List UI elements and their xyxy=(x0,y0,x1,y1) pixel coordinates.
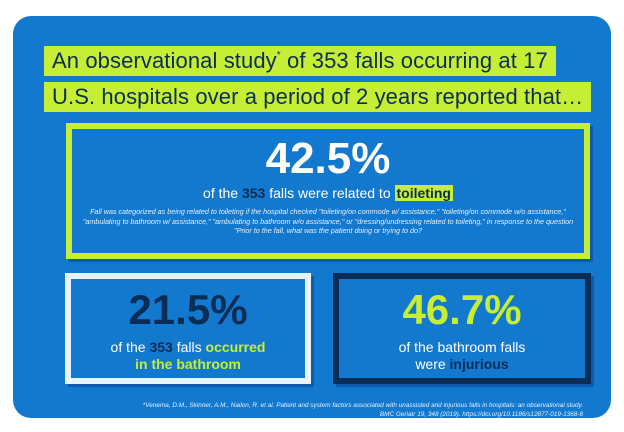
injurious-percentage: 46.7% xyxy=(402,286,522,333)
text-fragment: of the xyxy=(110,339,150,355)
injurious-highlight: injurious xyxy=(449,356,509,372)
toileting-percentage: 42.5% xyxy=(265,134,391,183)
infographic-card: An observational study* of 353 falls occ… xyxy=(13,16,611,418)
text-fragment: falls were related to xyxy=(265,185,395,201)
citation-line-2: BMC Geriatr 19, 348 (2019). https://doi.… xyxy=(379,411,583,418)
text-fragment: were xyxy=(415,356,450,372)
toileting-stat-box: 42.5% of the 353 falls were related to t… xyxy=(66,123,590,259)
headline-text: An observational study xyxy=(52,48,277,73)
injurious-stat-box: 46.7% of the bathroom falls were injuriou… xyxy=(333,273,591,384)
footnote-marker: * xyxy=(276,50,281,61)
headline-line-2: U.S. hospitals over a period of 2 years … xyxy=(44,82,592,112)
occurred-highlight: occurred xyxy=(205,339,266,355)
fall-count: 353 xyxy=(149,339,173,355)
toileting-description: of the 353 falls were related to toileti… xyxy=(72,185,584,202)
citation-line-1: *Venema, D.M., Skinner, A.M., Nailon, R.… xyxy=(142,402,583,409)
text-fragment: of the xyxy=(203,185,242,201)
headline-text-2: U.S. hospitals over a period of 2 years … xyxy=(52,84,584,109)
headline-text-cont: of 353 falls occurring at 17 xyxy=(280,48,548,73)
bathroom-description: of the 353 falls occurred in the bathroom xyxy=(71,339,305,373)
fall-count: 353 xyxy=(241,185,266,201)
injurious-description: of the bathroom falls were injurious xyxy=(339,339,585,373)
citation: *Venema, D.M., Skinner, A.M., Nailon, R.… xyxy=(73,401,583,419)
toileting-highlight: toileting xyxy=(394,185,453,201)
toileting-definition-note: Fall was categorized as being related to… xyxy=(82,207,574,235)
headline-line-1: An observational study* of 353 falls occ… xyxy=(44,46,556,76)
bathroom-percentage: 21.5% xyxy=(128,286,248,333)
in-bathroom-highlight: in the bathroom xyxy=(135,356,241,372)
bathroom-stat-box: 21.5% of the 353 falls occurred in the ba… xyxy=(65,273,311,384)
text-fragment: falls xyxy=(172,339,206,355)
text-fragment: of the bathroom falls xyxy=(398,339,526,355)
